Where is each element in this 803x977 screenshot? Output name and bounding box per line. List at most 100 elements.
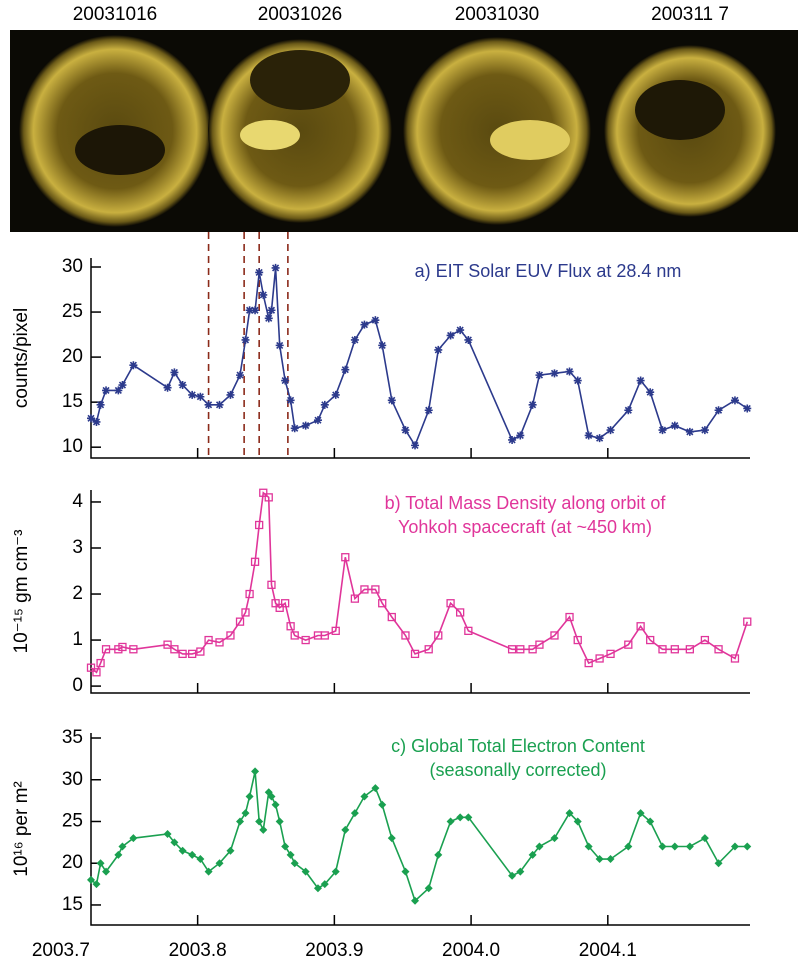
point [236, 817, 245, 826]
chart-title: c) Global Total Electron Content [391, 736, 645, 756]
point [129, 361, 138, 370]
axes [90, 258, 750, 459]
chart-title: (seasonally corrected) [429, 760, 606, 780]
point [606, 426, 615, 435]
point [102, 386, 111, 395]
y-tick-label: 25 [62, 301, 83, 322]
point [215, 400, 224, 409]
chart-title: Yohkoh spacecraft (at ~450 km) [398, 517, 652, 537]
point [700, 635, 710, 645]
point [178, 381, 187, 390]
point [350, 594, 360, 603]
point [584, 658, 593, 668]
image-date: 20031026 [258, 4, 343, 25]
axes [90, 490, 750, 694]
point [550, 834, 559, 843]
point [114, 850, 123, 859]
y-tick-label: 10 [62, 436, 83, 457]
y-axis-label: 10⁻¹⁵ gm cm⁻³ [11, 529, 32, 653]
point [565, 612, 574, 622]
y-tick-label: 25 [62, 811, 83, 832]
point [271, 800, 280, 809]
point [290, 859, 299, 868]
point [685, 842, 694, 851]
point [456, 813, 465, 822]
point [215, 638, 224, 647]
point [516, 431, 525, 440]
point [434, 850, 443, 859]
point [163, 383, 172, 392]
point [387, 834, 396, 843]
point [241, 608, 250, 617]
point [360, 792, 369, 801]
point [178, 649, 187, 659]
point [595, 434, 604, 443]
point [196, 855, 205, 864]
y-tick-label: 2 [72, 583, 83, 604]
point [259, 825, 268, 834]
point [387, 612, 396, 622]
point [528, 850, 537, 859]
point [286, 396, 295, 405]
point [378, 599, 387, 608]
point [387, 396, 396, 405]
point [446, 817, 455, 826]
point [646, 817, 655, 826]
point [188, 390, 197, 399]
point [424, 884, 433, 893]
point [215, 859, 224, 868]
point [573, 635, 582, 645]
point [204, 867, 213, 876]
point [102, 867, 111, 876]
point [456, 326, 465, 335]
point [606, 649, 615, 659]
point [188, 850, 197, 859]
point [636, 376, 645, 385]
y-tick-label: 0 [72, 675, 83, 696]
point [658, 842, 667, 851]
point [101, 645, 111, 654]
point [331, 626, 340, 636]
point [508, 435, 517, 444]
point [341, 825, 350, 834]
point [730, 396, 739, 405]
x-tick-label: 2004.1 [579, 940, 637, 961]
point [87, 875, 95, 884]
point [235, 617, 245, 626]
point [281, 376, 290, 385]
point [271, 263, 280, 272]
point [275, 341, 284, 350]
point [259, 290, 268, 299]
point [573, 817, 582, 826]
point [378, 800, 387, 809]
point [255, 817, 264, 826]
point [636, 809, 645, 818]
point [245, 306, 254, 315]
y-tick-label: 30 [62, 256, 83, 277]
point [464, 335, 473, 344]
point [275, 817, 284, 826]
y-tick-label: 35 [62, 727, 83, 748]
point [226, 390, 235, 399]
point [464, 813, 473, 822]
point [714, 645, 723, 654]
point [565, 809, 574, 818]
y-tick-label: 20 [62, 346, 83, 367]
point [320, 631, 329, 640]
image-date: 20031016 [73, 4, 158, 25]
point [118, 842, 127, 851]
point [96, 658, 105, 668]
coronal-hole [75, 125, 165, 175]
point [401, 867, 410, 876]
axes [90, 733, 750, 926]
point [301, 635, 310, 645]
point [434, 345, 443, 354]
point [685, 427, 694, 436]
point [331, 867, 340, 876]
point [646, 388, 655, 397]
point [743, 617, 752, 626]
point [550, 369, 559, 378]
point [267, 306, 276, 315]
point [255, 520, 264, 530]
x-tick-label: 2003.9 [305, 940, 363, 961]
